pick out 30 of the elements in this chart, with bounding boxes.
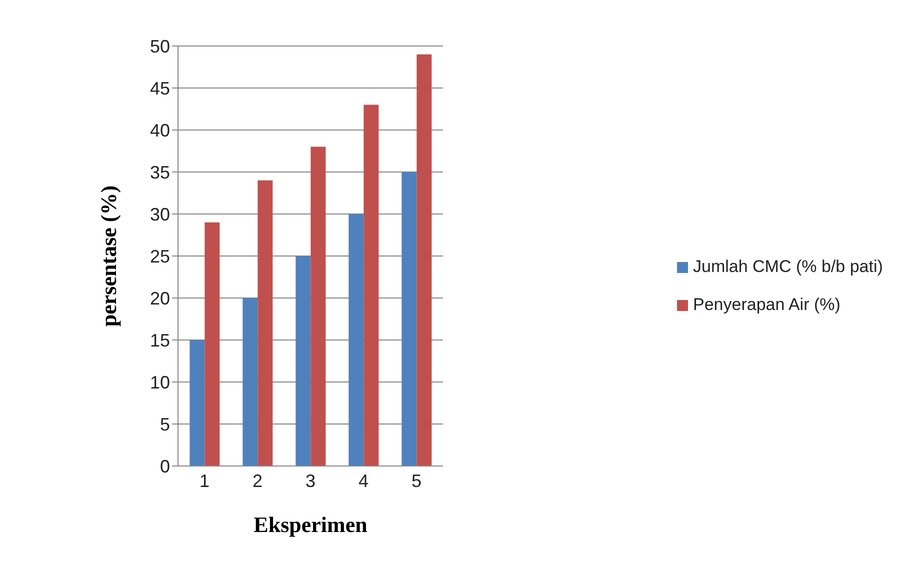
legend-label: Jumlah CMC (% b/b pati) — [693, 256, 883, 276]
bar — [204, 222, 220, 466]
bar — [364, 104, 379, 466]
bar — [402, 172, 417, 466]
y-tick-label: 10 — [150, 372, 170, 392]
y-tick-label: 30 — [150, 204, 170, 224]
y-tick-label: 20 — [150, 288, 170, 308]
x-axis-title: Eksperimen — [254, 512, 368, 537]
bar — [296, 256, 311, 466]
bar — [258, 180, 273, 466]
y-tick-label: 25 — [150, 246, 170, 266]
x-tick-label: 3 — [305, 470, 316, 491]
y-tick-label: 0 — [160, 456, 170, 476]
y-axis-title: persentase (%) — [96, 185, 121, 327]
y-tick-label: 50 — [150, 36, 170, 56]
bar — [190, 340, 205, 466]
y-tick-label: 5 — [160, 414, 170, 434]
bar — [348, 214, 364, 466]
bar — [242, 298, 258, 466]
bar — [416, 54, 432, 466]
bar — [310, 146, 326, 466]
y-tick-label: 45 — [150, 78, 170, 98]
x-tick-label: 1 — [199, 470, 210, 491]
x-tick-label: 2 — [252, 470, 263, 491]
x-tick-label: 4 — [358, 470, 369, 491]
y-tick-label: 40 — [150, 120, 170, 140]
x-tick-label: 5 — [411, 470, 422, 491]
legend-label: Penyerapan Air (%) — [693, 294, 840, 314]
y-tick-label: 15 — [150, 330, 170, 350]
y-tick-label: 35 — [150, 162, 170, 182]
